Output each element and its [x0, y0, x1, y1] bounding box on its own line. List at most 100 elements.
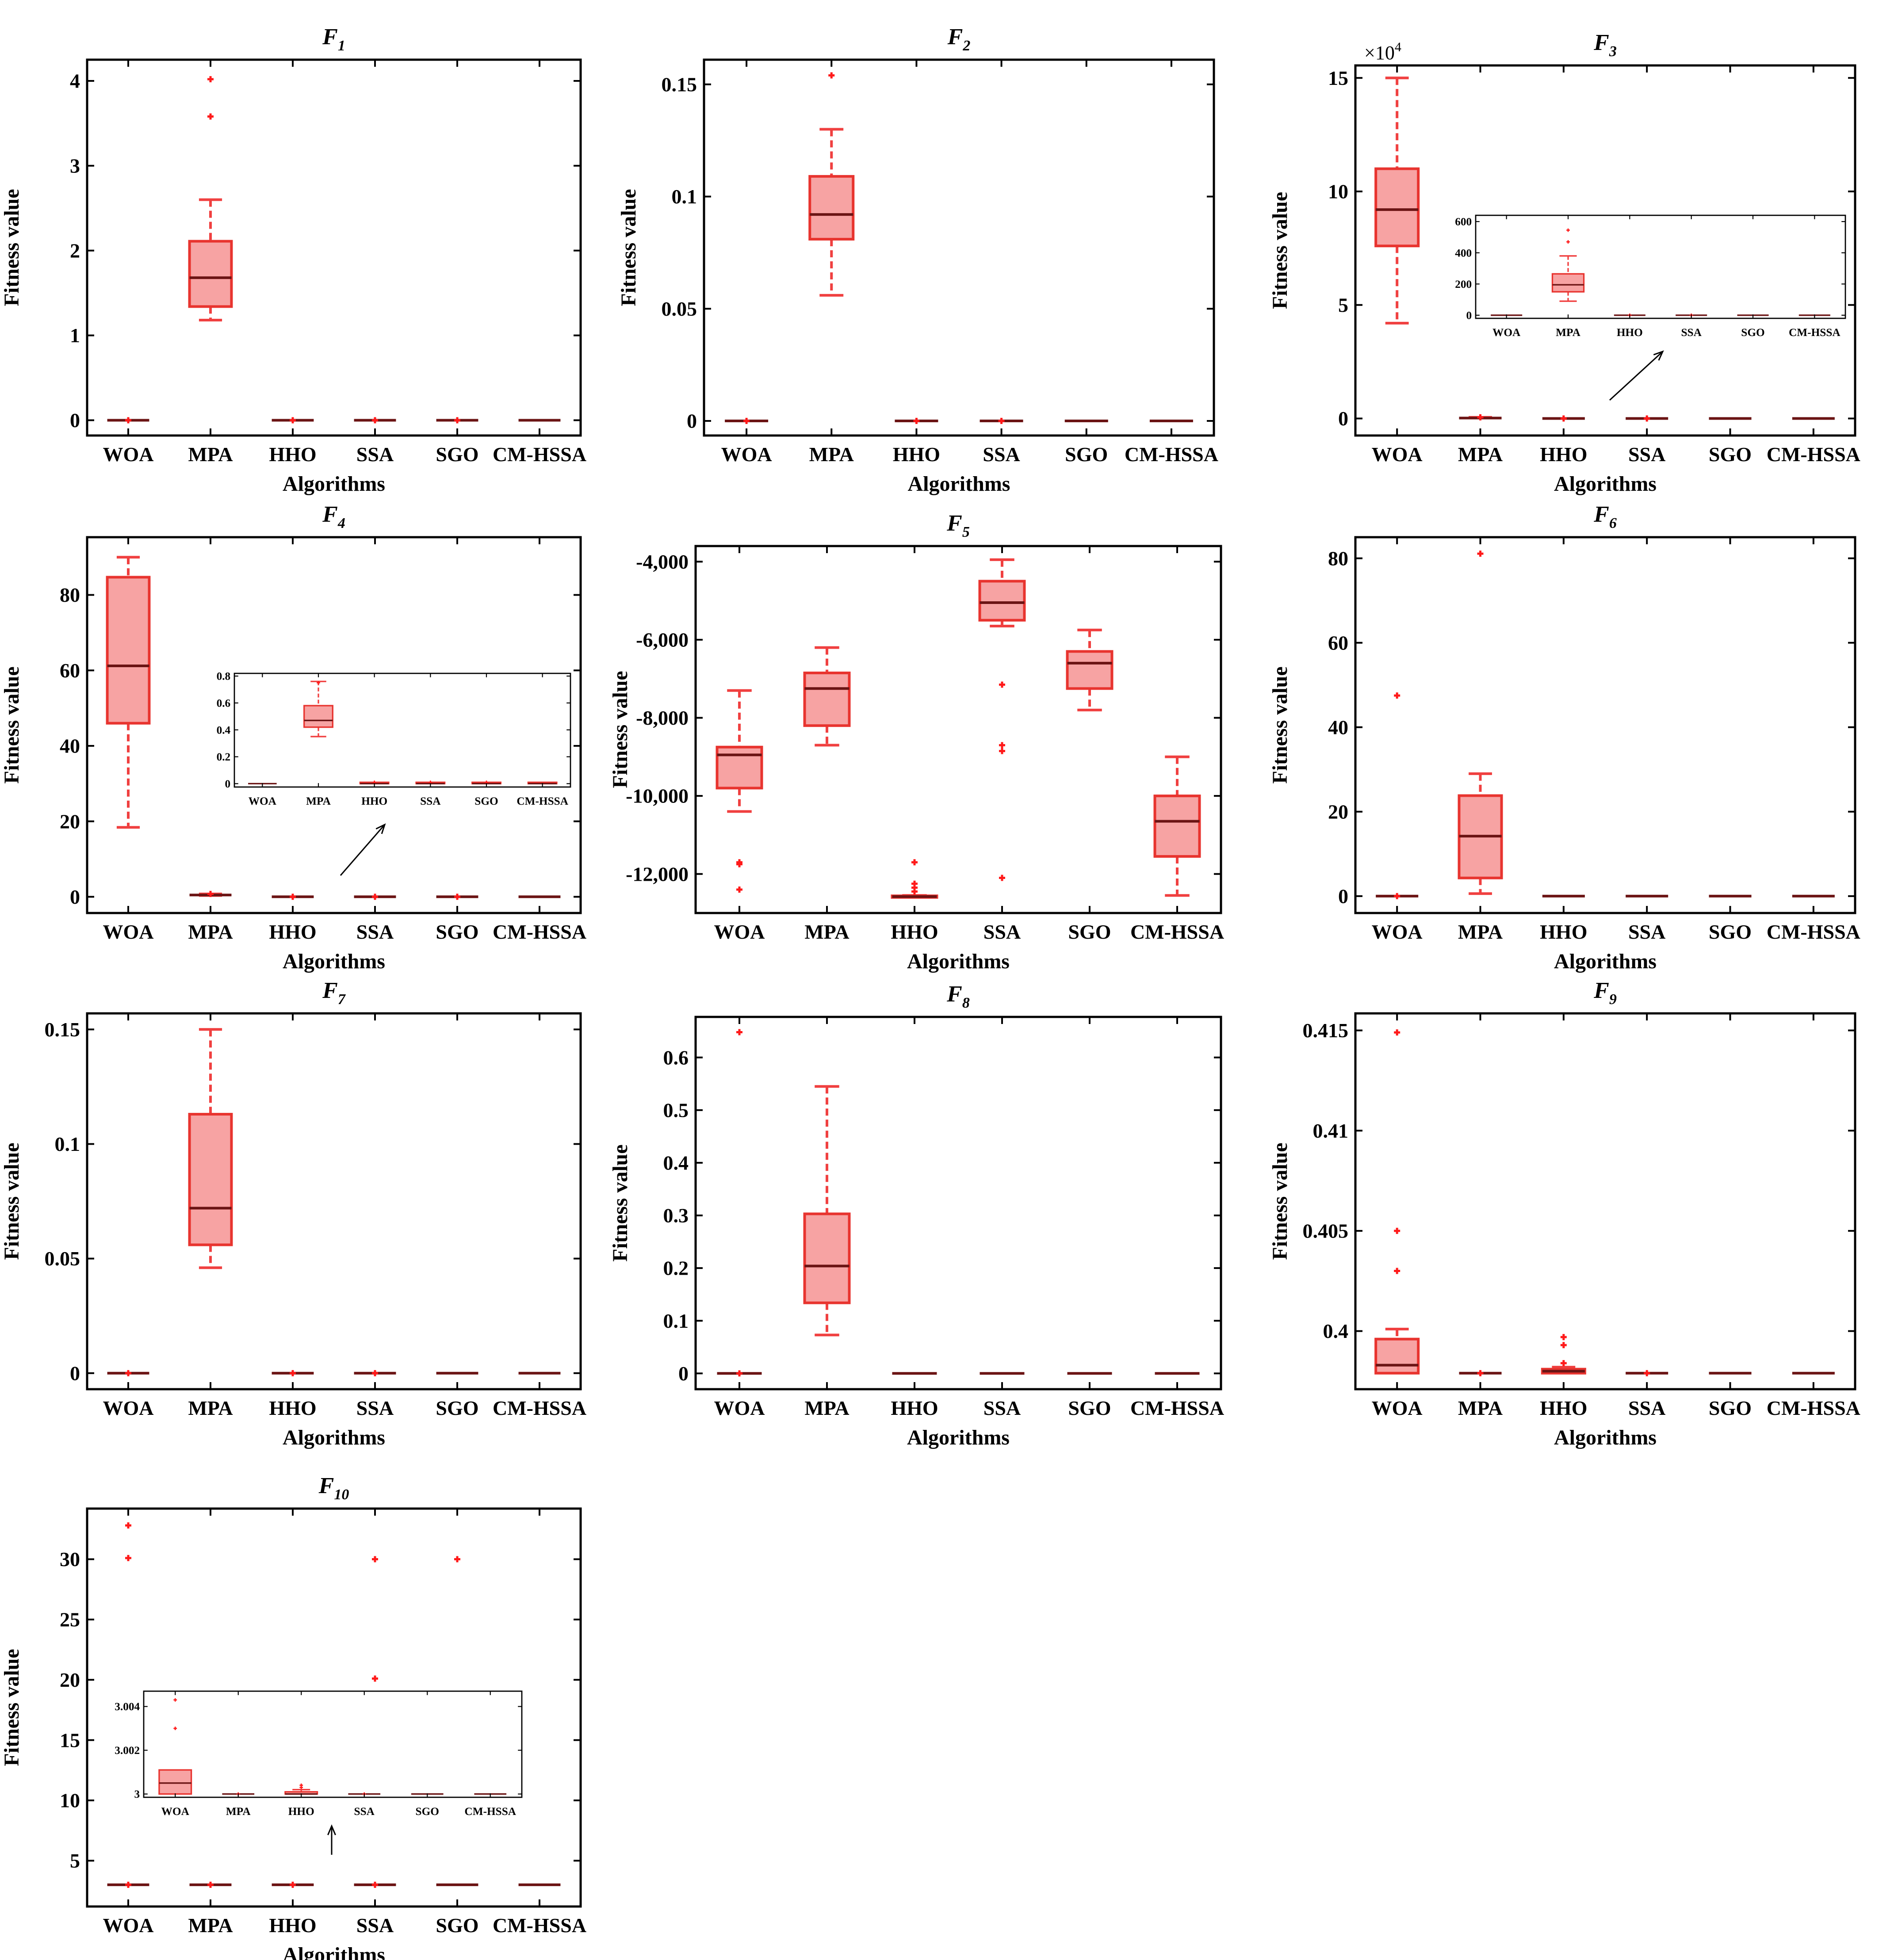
x-tick-label: WOA [721, 443, 772, 466]
y-axis-label: Fitness value [0, 1649, 23, 1766]
panel-title-letter: F [946, 511, 962, 536]
x-tick-label: CM-HSSA [1767, 443, 1860, 466]
panel-title-letter: F [322, 24, 338, 50]
x-axis-label: Algorithms [908, 472, 1010, 496]
y-tick-label: 30 [60, 1548, 80, 1570]
outlier-point [1560, 1334, 1567, 1341]
inset-background [234, 673, 570, 787]
x-tick-label: HHO [269, 1914, 316, 1937]
x-tick-label: SGO [436, 921, 478, 943]
box-cm-hssa [1153, 755, 1201, 897]
iqr-box [303, 705, 333, 728]
inset-x-tick-label: HHO [288, 1805, 314, 1818]
x-axis-label: Algorithms [907, 950, 1010, 973]
panel-f10: 5 10 15 20 25 30 WOA MPA HHO SSA SGO CM-HSSA Algorit… [0, 1473, 586, 1960]
panel-title: F8 [946, 982, 970, 1011]
x-tick-label: MPA [1458, 1397, 1503, 1419]
outlier-point [207, 113, 214, 120]
box-hho [895, 418, 938, 424]
box-mpa [189, 1881, 232, 1888]
outlier-point [736, 886, 742, 893]
y-axis-label: Fitness value [608, 1144, 632, 1261]
box-mpa [808, 72, 855, 297]
inset-plot-frame [143, 1690, 523, 1798]
x-tick-label: WOA [103, 1397, 154, 1419]
inset-background [1476, 215, 1845, 318]
plot-frame [703, 58, 1215, 437]
box-ssa [354, 1370, 396, 1376]
box-hho [1541, 1334, 1586, 1375]
box-woa [107, 1370, 149, 1376]
panel-title-subscript: 7 [338, 991, 346, 1008]
y-tick-label: 15 [1328, 67, 1348, 89]
x-tick-label: CM-HSSA [493, 1914, 586, 1937]
y-tick-label: 0 [678, 1362, 689, 1385]
outlier-point [1560, 415, 1567, 422]
y-tick-label: 20 [60, 1669, 80, 1691]
outlier-point [743, 418, 750, 424]
outlier-point [290, 417, 296, 424]
y-tick-label: 0.15 [45, 1018, 80, 1041]
panel-f9: 0.4 0.405 0.41 0.415 WOA MPA HHO SSA SGO CM-HSSA A… [1268, 978, 1860, 1449]
outlier-point [125, 1881, 131, 1888]
y-tick-label: 20 [1328, 800, 1348, 823]
outlier-point [913, 418, 920, 424]
outlier-point [1644, 415, 1650, 422]
y-axis-label: Fitness value [608, 671, 632, 788]
panel-title: F9 [1593, 978, 1617, 1008]
panel-f2: 0 0.05 0.1 0.15 WOA MPA HHO SSA SGO CM-HSSA Algori… [617, 24, 1218, 496]
y-tick-label: 3 [70, 154, 80, 177]
y-tick-label: 25 [60, 1608, 80, 1631]
y-tick-label: 10 [1328, 180, 1348, 203]
box-hho [272, 1370, 314, 1376]
x-tick-label: CM-HSSA [1130, 921, 1224, 943]
x-tick-label: WOA [103, 921, 154, 943]
x-tick-label: CM-HSSA [493, 443, 586, 466]
y-tick-label: 40 [1328, 716, 1348, 738]
box-woa [107, 417, 149, 424]
x-tick-label: WOA [1372, 443, 1423, 466]
outlier-point [372, 1675, 378, 1682]
y-tick-label: 0.1 [55, 1133, 80, 1155]
x-tick-label: WOA [714, 1397, 765, 1419]
panel-title-subscript: 1 [338, 38, 345, 54]
outlier-point [1477, 414, 1484, 420]
inset-y-tick-label: 0.6 [217, 697, 231, 710]
inset-plot-frame [1475, 214, 1846, 319]
panel-title: F10 [318, 1473, 349, 1503]
panel-title: F6 [1593, 502, 1617, 531]
panel-title-letter: F [1593, 978, 1609, 1003]
inset-box-mpa [303, 680, 333, 737]
inset-y-tick-label: 0.2 [217, 751, 231, 763]
y-tick-label: 80 [1328, 547, 1348, 569]
outlier-point [998, 418, 1005, 424]
y-tick-label: 0.2 [663, 1257, 689, 1280]
plot-frame [1354, 1012, 1856, 1391]
box-woa [1376, 692, 1419, 899]
outlier-point [828, 72, 835, 79]
box-mpa [188, 76, 233, 322]
outlier-point [372, 417, 378, 424]
x-tick-label: SGO [1709, 921, 1752, 943]
x-tick-label: SGO [436, 1914, 478, 1937]
y-tick-label: 15 [60, 1729, 80, 1751]
outlier-point [454, 894, 460, 900]
panel-f5: -12,000 -10,000 -8,000 -6,000 -4,000 WOA MPA HH… [608, 511, 1224, 973]
inset-y-tick-label: 600 [1455, 216, 1472, 228]
box-ssa [978, 558, 1026, 881]
outlier-point [173, 1727, 177, 1730]
panel-f7: 0 0.05 0.1 0.15 WOA MPA HHO SSA SGO CM-HSSA Algori… [0, 978, 586, 1449]
box-ssa [980, 418, 1023, 424]
box-mpa [1459, 1370, 1502, 1376]
panel-title: F2 [947, 24, 971, 54]
y-tick-label: 0 [70, 886, 80, 908]
iqr-box [1374, 1337, 1420, 1375]
x-tick-label: SSA [983, 921, 1021, 943]
x-tick-label: CM-HSSA [1767, 921, 1860, 943]
x-tick-label: HHO [1540, 1397, 1587, 1419]
x-tick-label: SGO [1065, 443, 1108, 466]
iqr-box [1066, 650, 1114, 690]
box-woa [1374, 1029, 1420, 1375]
x-tick-label: SSA [1628, 443, 1665, 466]
